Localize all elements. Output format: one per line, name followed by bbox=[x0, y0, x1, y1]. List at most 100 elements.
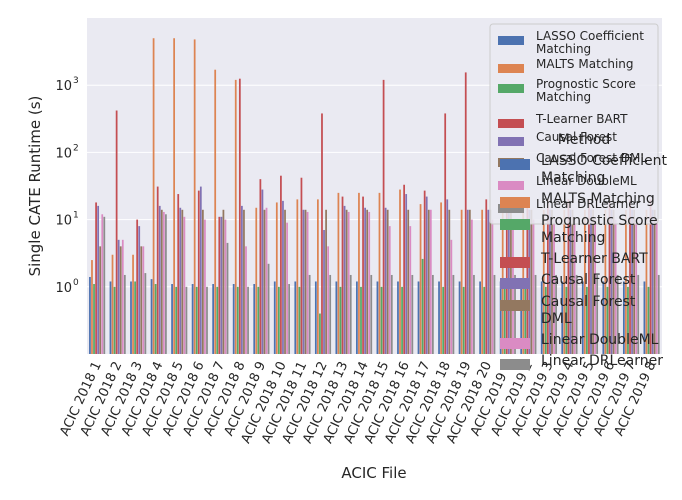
bar bbox=[633, 209, 636, 354]
legend-entry-label: MALTS Matching bbox=[541, 191, 655, 207]
bar bbox=[323, 230, 325, 354]
bar bbox=[288, 284, 291, 354]
bar bbox=[590, 209, 592, 354]
bar bbox=[625, 209, 627, 354]
legend-entry-label: T-Learner BART bbox=[535, 112, 628, 126]
bar bbox=[300, 177, 303, 354]
bar bbox=[657, 274, 660, 354]
bar bbox=[629, 199, 631, 354]
bar bbox=[493, 274, 496, 354]
bar bbox=[115, 110, 118, 355]
bar bbox=[567, 199, 570, 354]
bar bbox=[302, 209, 305, 354]
bar bbox=[444, 113, 447, 355]
bar bbox=[653, 209, 656, 354]
legend-swatch bbox=[500, 338, 530, 349]
bar bbox=[388, 226, 391, 354]
bar bbox=[193, 39, 196, 354]
bar bbox=[464, 72, 467, 355]
bar bbox=[185, 286, 188, 354]
bar bbox=[380, 286, 383, 354]
bar bbox=[569, 209, 572, 354]
bar bbox=[150, 279, 153, 354]
bar bbox=[263, 209, 266, 354]
bar bbox=[432, 274, 434, 354]
bar bbox=[236, 286, 239, 354]
y-tick-label: 10 bbox=[55, 79, 72, 94]
bar bbox=[503, 286, 506, 354]
bar bbox=[216, 286, 219, 354]
bar bbox=[612, 209, 615, 354]
bar bbox=[401, 286, 403, 354]
bar bbox=[649, 199, 652, 354]
bar bbox=[592, 209, 594, 354]
bar bbox=[532, 219, 535, 354]
bar bbox=[462, 286, 465, 354]
legend-swatch bbox=[498, 204, 524, 213]
bar bbox=[265, 207, 268, 354]
bar bbox=[358, 192, 360, 354]
legend-swatch bbox=[498, 64, 524, 73]
bar bbox=[366, 209, 369, 354]
bar bbox=[335, 281, 338, 354]
bar bbox=[245, 246, 247, 354]
bar bbox=[586, 286, 588, 354]
bar bbox=[485, 199, 488, 354]
bar bbox=[487, 209, 490, 354]
legend: LASSO Coefficient Matching MALTS Matching P… bbox=[489, 23, 659, 225]
bar bbox=[132, 254, 134, 354]
bar bbox=[314, 281, 317, 354]
bar bbox=[197, 190, 200, 354]
legend-method: Method LASSO Coefficient Matching MALTS Mat… bbox=[500, 132, 668, 370]
bar bbox=[542, 209, 545, 354]
bar bbox=[405, 194, 408, 354]
bar bbox=[446, 199, 449, 354]
bar bbox=[450, 239, 453, 354]
legend-swatch bbox=[500, 219, 530, 230]
bar bbox=[308, 274, 311, 354]
bar bbox=[234, 79, 237, 354]
bar bbox=[386, 209, 389, 354]
bar bbox=[423, 190, 426, 354]
bar bbox=[553, 219, 555, 354]
legend-entry-label: LASSO Coefficient Matching bbox=[536, 29, 644, 56]
legend-swatch bbox=[498, 119, 524, 128]
bar bbox=[140, 246, 143, 354]
bar bbox=[429, 209, 432, 354]
bar bbox=[162, 211, 165, 354]
legend-entry-label: Prognostic Score Matching bbox=[541, 213, 658, 246]
bar bbox=[427, 209, 430, 354]
bar bbox=[343, 205, 346, 354]
bar bbox=[370, 274, 373, 354]
bar bbox=[134, 281, 136, 354]
bar bbox=[655, 219, 658, 354]
bar bbox=[89, 276, 91, 354]
legend-entry-label: Linear DoubleML bbox=[536, 174, 637, 188]
bar bbox=[360, 286, 362, 354]
bar bbox=[409, 226, 412, 354]
legend-entry-label: Prognostic Score Matching bbox=[536, 77, 636, 104]
bar bbox=[540, 281, 543, 354]
bar bbox=[142, 246, 145, 354]
legend-entry-label: T-Learner BART bbox=[540, 251, 648, 267]
y-tick-exponent: 0 bbox=[73, 278, 79, 288]
bar bbox=[111, 254, 114, 354]
bar bbox=[356, 281, 358, 354]
legend-title: Method bbox=[558, 132, 611, 148]
y-axis-label: Single CATE Runtime (s) bbox=[26, 96, 44, 277]
bar bbox=[397, 281, 399, 354]
bar bbox=[581, 281, 584, 354]
bar bbox=[551, 209, 553, 354]
bar bbox=[452, 274, 455, 354]
bar bbox=[534, 274, 537, 354]
bar bbox=[471, 219, 473, 354]
bar bbox=[425, 196, 428, 354]
bar bbox=[91, 260, 93, 354]
bar bbox=[199, 186, 202, 354]
bar bbox=[561, 281, 564, 354]
bar bbox=[202, 209, 204, 354]
bar bbox=[154, 284, 157, 354]
